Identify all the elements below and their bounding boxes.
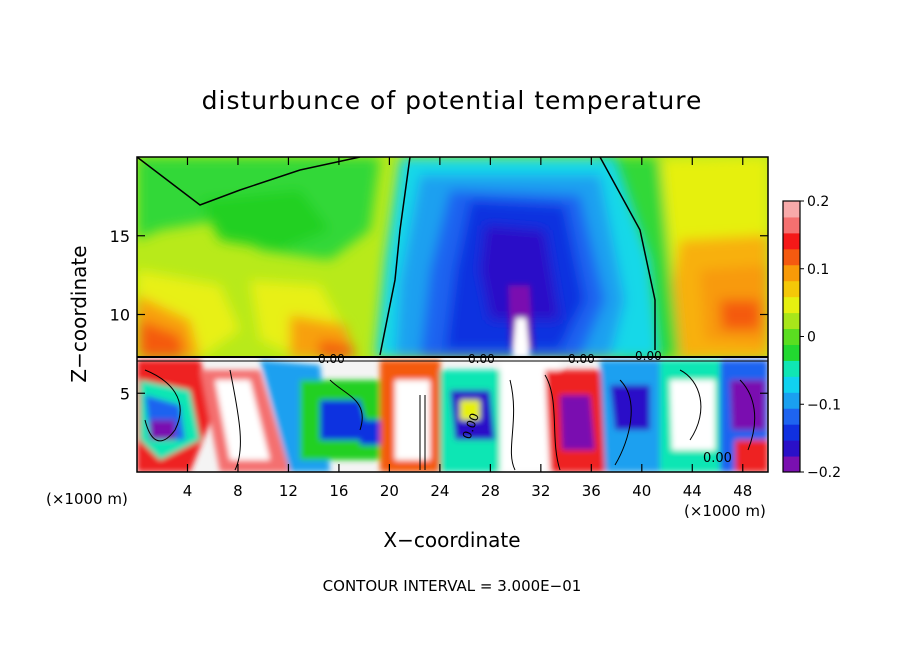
colorbar-segment xyxy=(783,312,800,330)
x-tick-label: 4 xyxy=(183,482,193,500)
colorbar-segment xyxy=(783,201,800,218)
x-axis-unit: (×1000 m) xyxy=(684,502,766,520)
colorbar-segment xyxy=(783,360,800,377)
colorbar-segment xyxy=(783,264,800,282)
x-tick-label: 36 xyxy=(582,482,601,500)
y-tick-label: 10 xyxy=(110,306,130,325)
colorbar-segment xyxy=(783,408,800,425)
colorbar: −0.2 −0.1 0 0.1 0.2 xyxy=(782,194,841,481)
x-tick-label: 24 xyxy=(430,482,449,500)
colorbar-segment xyxy=(783,216,800,234)
colorbar-segment xyxy=(783,440,800,457)
colorbar-segment xyxy=(783,296,800,314)
x-tick-label: 28 xyxy=(481,482,500,500)
x-tick-label: 48 xyxy=(733,482,752,500)
contour-label: 0.00 xyxy=(635,349,662,363)
colorbar-tick-label: 0 xyxy=(807,330,816,346)
contour-label: 0.00 xyxy=(318,352,345,366)
colorbar-segment xyxy=(783,392,800,409)
x-tick-label: 16 xyxy=(329,482,348,500)
colorbar-segment xyxy=(783,456,800,473)
x-tick-label: 40 xyxy=(632,482,651,500)
x-tick-label: 44 xyxy=(683,482,702,500)
heatmap-field xyxy=(137,157,768,472)
colorbar-segment xyxy=(783,280,800,298)
colorbar-tick-label: 0.1 xyxy=(807,262,829,278)
colorbar-segment xyxy=(783,232,800,250)
colorbar-segment xyxy=(783,328,800,345)
contour-interval-text: CONTOUR INTERVAL = 3.000E−01 xyxy=(322,577,582,595)
chart-title: disturbunce of potential temperature xyxy=(201,86,703,115)
y-tick-label: 15 xyxy=(110,227,130,246)
x-tick-label: 20 xyxy=(380,482,399,500)
x-tick-label: 8 xyxy=(233,482,243,500)
colorbar-segment xyxy=(783,248,800,266)
x-axis-label: X−coordinate xyxy=(383,528,521,552)
y-tick-label: 5 xyxy=(120,384,130,403)
colorbar-tick-label: −0.2 xyxy=(807,465,841,481)
x-tick-label: 12 xyxy=(279,482,298,500)
colorbar-segment xyxy=(783,424,800,441)
colorbar-segment xyxy=(783,376,800,393)
colorbar-segment xyxy=(783,344,800,361)
contour-label: 0.00 xyxy=(468,352,495,366)
x-tick-label: 32 xyxy=(531,482,550,500)
y-axis-unit: (×1000 m) xyxy=(46,490,128,508)
contour-label: 0.00 xyxy=(703,451,732,466)
y-axis-label: Z−coordinate xyxy=(67,245,91,383)
colorbar-tick-label: −0.1 xyxy=(807,397,841,413)
colorbar-tick-label: 0.2 xyxy=(807,194,829,210)
contour-label: 0.00 xyxy=(568,352,595,366)
